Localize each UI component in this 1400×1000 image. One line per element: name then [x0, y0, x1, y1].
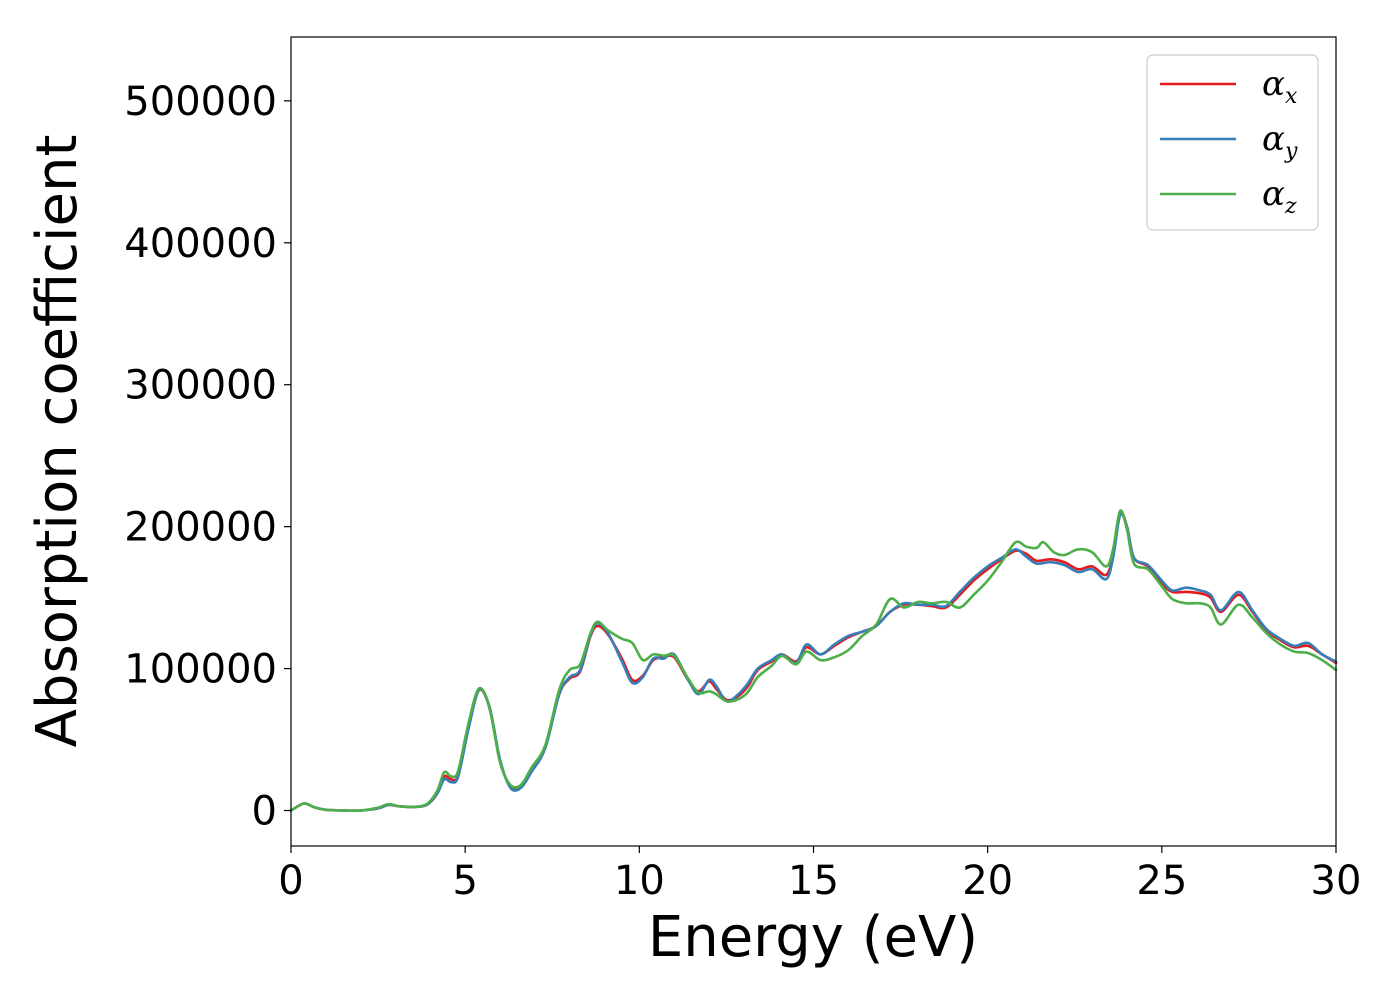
legend-label-z: αz	[1262, 174, 1297, 219]
legend-label-y: αy	[1262, 119, 1298, 164]
x-tick-label: 0	[278, 858, 303, 904]
series-line-x	[289, 511, 1338, 813]
series-line-z	[289, 509, 1338, 813]
y-tick-label: 500000	[124, 79, 277, 125]
x-axis-title: Energy (eV)	[648, 905, 978, 970]
x-tick-label: 20	[962, 858, 1013, 904]
y-tick-label: 100000	[124, 647, 277, 693]
x-tick-label: 10	[614, 858, 665, 904]
legend: αx αy αz	[1146, 54, 1319, 231]
x-tick-label: 25	[1136, 858, 1187, 904]
series-line-y	[289, 512, 1338, 813]
x-tick-label: 5	[452, 858, 477, 904]
x-tick-label: 30	[1311, 858, 1362, 904]
y-tick-label: 0	[252, 789, 277, 835]
y-axis-title: Absorption coefficient	[25, 135, 90, 748]
x-tick-label: 15	[788, 858, 839, 904]
y-axis: 0 100000 200000 300000 400000 500000	[124, 79, 291, 835]
y-tick-label: 400000	[124, 221, 277, 267]
y-tick-label: 300000	[124, 363, 277, 409]
legend-label-x: αx	[1262, 64, 1298, 109]
series-layer	[289, 509, 1338, 813]
y-tick-label: 200000	[124, 505, 277, 551]
legend-box	[1146, 54, 1319, 231]
x-axis: 0 5 10 15 20 25 30	[278, 846, 1361, 904]
